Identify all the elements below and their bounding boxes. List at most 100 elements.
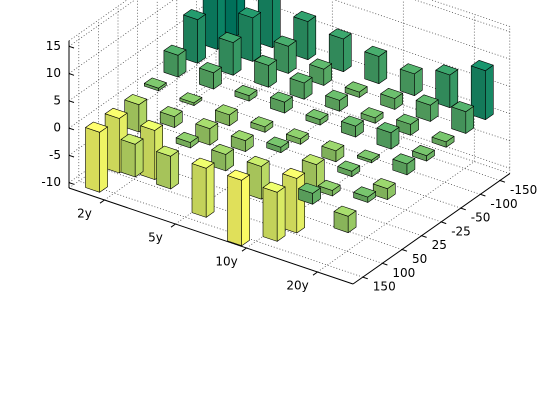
bar--50-7y xyxy=(325,89,348,112)
z-tick-mark xyxy=(68,100,75,103)
bar--150-7y xyxy=(364,45,388,84)
bar--50-20y xyxy=(431,131,455,148)
bar-top xyxy=(305,109,329,120)
bar--150-10y xyxy=(399,63,423,96)
bar-top xyxy=(230,130,254,141)
z-tick-mark xyxy=(68,182,75,185)
y-tick-mark xyxy=(441,221,447,225)
x-tick-mark xyxy=(241,247,247,252)
bar-top xyxy=(298,182,321,194)
bar-150-2y xyxy=(120,133,144,178)
bar-face xyxy=(343,33,352,72)
bar-top xyxy=(380,88,403,99)
bar-top xyxy=(309,58,332,70)
z-tick-label: 0 xyxy=(53,121,61,135)
bar--25-7y xyxy=(305,109,329,126)
bar-100-20y xyxy=(353,186,376,203)
bar-150-15y xyxy=(298,182,321,205)
y-axis-line xyxy=(352,173,511,285)
bar--25-3y xyxy=(234,85,258,102)
bar-face xyxy=(232,36,242,76)
bar-25-5y xyxy=(250,116,274,133)
bar--50-2y xyxy=(218,31,242,76)
bar-top xyxy=(376,122,400,134)
bar-face xyxy=(262,187,278,242)
grid-line xyxy=(104,89,262,201)
bar-top xyxy=(337,160,361,172)
bar-50-2y xyxy=(159,106,183,128)
bar-25-3y xyxy=(215,104,238,127)
bar-face xyxy=(99,126,108,193)
bar-face xyxy=(170,150,179,190)
bar-25-1y xyxy=(144,77,167,92)
bar-top xyxy=(227,169,250,181)
bar-top xyxy=(218,31,242,43)
grid-line xyxy=(215,84,501,181)
bar-face xyxy=(296,172,305,234)
bar-face xyxy=(120,139,136,178)
z-tick-mark xyxy=(68,127,75,131)
bar--100-7y xyxy=(344,81,368,98)
bar-top xyxy=(254,54,277,66)
bar-top xyxy=(333,205,357,217)
bar-top xyxy=(175,131,199,143)
y-tick-label: 50 xyxy=(412,252,427,266)
bar-top xyxy=(234,85,258,96)
bar-top xyxy=(120,133,144,145)
bar--100-15y xyxy=(415,94,439,122)
y-tick-mark xyxy=(480,193,486,197)
bar-top xyxy=(191,157,215,169)
bar-top xyxy=(124,94,148,105)
bar-100-10y xyxy=(282,167,305,234)
bar-face xyxy=(485,64,494,120)
bar--50-1y xyxy=(183,9,206,64)
grid-line xyxy=(225,71,510,169)
bar-50-15y xyxy=(337,160,361,177)
bar-top xyxy=(321,140,345,152)
bar-top xyxy=(415,94,439,106)
z-tick-label: 15 xyxy=(46,39,61,53)
bar--25-5y xyxy=(270,91,293,114)
bar--150-2y xyxy=(257,0,281,48)
z-tick-mark xyxy=(68,45,75,49)
bar-top xyxy=(270,91,293,103)
bar-top xyxy=(85,121,108,133)
bar-top xyxy=(360,107,384,119)
bar-face xyxy=(449,69,459,108)
bar-face xyxy=(364,51,380,84)
bar-top xyxy=(364,45,388,57)
bar-150-3y xyxy=(156,145,179,190)
bar--100-5y xyxy=(309,58,332,86)
bar-face xyxy=(156,151,171,190)
bar-top xyxy=(273,35,297,47)
y-tick-mark xyxy=(499,180,506,183)
bar--25-10y xyxy=(341,115,364,138)
y-tick-label: -150 xyxy=(510,183,537,197)
bar-top xyxy=(357,149,380,161)
bar-50-5y xyxy=(230,130,254,152)
bar-top xyxy=(325,89,348,101)
bar-top xyxy=(392,153,416,165)
grid-line xyxy=(196,97,481,195)
bar-100-5y xyxy=(211,143,234,172)
y-tick-label: -50 xyxy=(471,211,491,225)
bar-face xyxy=(191,163,207,218)
bar-top xyxy=(144,77,167,89)
x-tick-mark xyxy=(99,199,105,204)
bar-top xyxy=(301,154,325,165)
bar--25-1y xyxy=(163,44,187,78)
bar-top xyxy=(262,181,286,193)
bar-top xyxy=(396,113,419,125)
bar-top xyxy=(211,143,234,155)
x-tick-mark xyxy=(170,223,176,228)
bar-top xyxy=(412,145,435,156)
bar-top xyxy=(289,72,313,84)
bar--100-10y xyxy=(380,88,403,110)
bar-50-7y xyxy=(266,136,290,153)
y-tick-mark xyxy=(460,207,466,211)
bar-top xyxy=(372,178,396,189)
bar-top xyxy=(328,28,352,40)
grid-line xyxy=(317,161,475,273)
tick-labels: 20y10y5y2y1501005025-25-50-100-150-10-50… xyxy=(41,39,537,294)
bar-top xyxy=(286,128,309,140)
